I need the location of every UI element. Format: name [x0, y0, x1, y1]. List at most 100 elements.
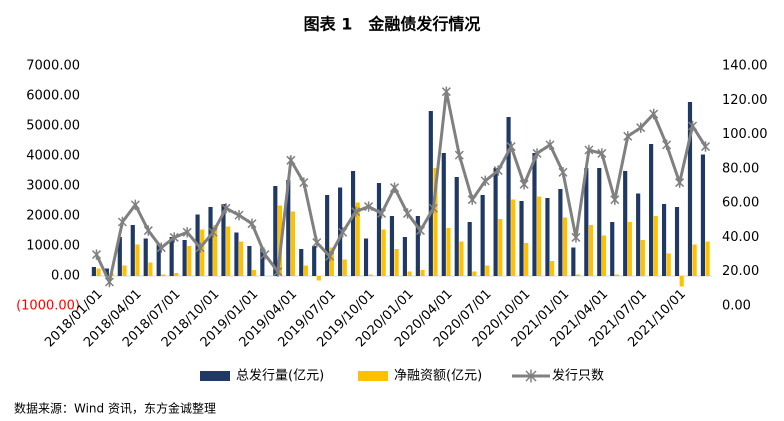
y-tick-label: 2000.00 [26, 209, 80, 224]
line-marker [234, 209, 244, 221]
line-marker [364, 201, 374, 212]
bar [329, 247, 334, 276]
bar [389, 216, 395, 276]
bar [545, 198, 550, 276]
bar [636, 193, 641, 276]
line-marker [273, 266, 283, 277]
bar [687, 102, 693, 276]
line-marker [156, 242, 166, 253]
bar [316, 276, 321, 281]
bar [415, 216, 420, 276]
bar [610, 222, 615, 276]
bar [187, 246, 192, 276]
line-marker [428, 203, 438, 214]
line-marker [584, 144, 594, 156]
line-marker [169, 232, 179, 243]
line-marker [649, 108, 659, 120]
bar [467, 222, 472, 276]
line-marker [260, 249, 270, 260]
line-marker [117, 216, 127, 228]
line-marker [182, 227, 192, 238]
bar [640, 240, 645, 276]
bar [122, 265, 127, 276]
bar [584, 168, 589, 276]
bar [234, 232, 239, 276]
line-marker [104, 276, 114, 288]
y-tick-label: 3000.00 [26, 179, 80, 194]
y-tick-label: 5000.00 [26, 119, 80, 134]
line-marker [571, 232, 581, 243]
bar [661, 204, 667, 276]
bar [247, 246, 252, 276]
bar [135, 244, 140, 276]
bar [286, 180, 291, 276]
line-marker [506, 141, 516, 152]
bar [446, 228, 451, 276]
legend-swatch [525, 369, 537, 383]
line-marker [143, 225, 153, 236]
bar [277, 205, 283, 276]
bar [498, 219, 503, 276]
bar [394, 249, 399, 276]
bar [454, 177, 459, 276]
line-marker [480, 175, 490, 187]
line-marker [558, 167, 568, 178]
bar [601, 235, 607, 276]
bar [588, 225, 594, 276]
bar [679, 276, 684, 287]
bar [705, 241, 710, 276]
bar [459, 241, 464, 276]
line-marker [700, 141, 711, 152]
y2-tick-label: 60.00 [722, 196, 759, 211]
line-marker [286, 155, 296, 166]
bar [208, 207, 213, 276]
line-marker [130, 199, 140, 211]
bar [104, 268, 109, 276]
bar [213, 225, 218, 276]
line-marker [519, 179, 529, 190]
y2-tick-label: 20.00 [722, 264, 759, 279]
bar [506, 117, 511, 276]
line-marker [195, 242, 205, 253]
y2-tick-label: 40.00 [722, 230, 759, 245]
legend-swatch [200, 371, 230, 381]
line-marker [662, 139, 672, 151]
y-tick-label: 4000.00 [26, 149, 80, 164]
y-tick-label: 6000.00 [26, 89, 80, 104]
line-marker [221, 203, 231, 214]
bar [485, 265, 490, 276]
bar [169, 237, 174, 276]
bar [623, 171, 628, 276]
line-marker [441, 86, 451, 97]
y2-tick-label: 140.00 [722, 59, 768, 74]
bar [350, 171, 356, 276]
y2-tick-label: 120.00 [722, 93, 768, 108]
chart-title: 图表 1 金融债发行情况 [304, 15, 481, 34]
source-note: 数据来源：Wind 资讯，东方金诚整理 [14, 401, 216, 416]
bar [653, 216, 658, 276]
line-marker [688, 120, 698, 132]
y-tick-label: (1000.00) [16, 299, 80, 314]
bar [472, 271, 477, 276]
line-marker [312, 237, 322, 248]
bar [143, 238, 148, 276]
bar [342, 259, 347, 276]
line-marker [636, 122, 646, 133]
line-marker [338, 227, 348, 238]
bar [156, 244, 161, 276]
bar [130, 225, 135, 276]
bar [597, 168, 602, 276]
bar [355, 202, 360, 276]
bar [700, 154, 706, 276]
bar [532, 153, 537, 276]
bar [381, 229, 386, 276]
bar [627, 222, 632, 276]
bar [562, 217, 568, 276]
bar [368, 274, 373, 276]
bar [402, 237, 407, 276]
line-marker [351, 206, 361, 217]
line-marker [402, 208, 413, 219]
line-marker [415, 225, 425, 236]
y2-tick-label: 0.00 [722, 299, 751, 314]
